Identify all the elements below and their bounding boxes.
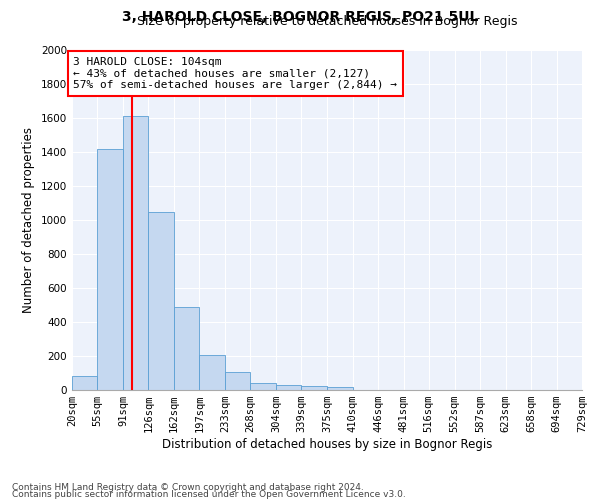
Title: Size of property relative to detached houses in Bognor Regis: Size of property relative to detached ho… bbox=[137, 15, 517, 28]
Text: 3 HAROLD CLOSE: 104sqm
← 43% of detached houses are smaller (2,127)
57% of semi-: 3 HAROLD CLOSE: 104sqm ← 43% of detached… bbox=[73, 57, 397, 90]
Bar bbox=[301, 386, 328, 390]
Bar bbox=[250, 383, 276, 390]
Y-axis label: Number of detached properties: Number of detached properties bbox=[22, 127, 35, 313]
Bar bbox=[72, 376, 97, 390]
X-axis label: Distribution of detached houses by size in Bognor Regis: Distribution of detached houses by size … bbox=[162, 438, 492, 451]
Bar bbox=[123, 116, 148, 390]
Bar bbox=[199, 355, 225, 390]
Bar bbox=[97, 148, 123, 390]
Bar bbox=[328, 387, 353, 390]
Bar bbox=[276, 385, 301, 390]
Text: Contains HM Land Registry data © Crown copyright and database right 2024.: Contains HM Land Registry data © Crown c… bbox=[12, 484, 364, 492]
Text: 3, HAROLD CLOSE, BOGNOR REGIS, PO21 5UL: 3, HAROLD CLOSE, BOGNOR REGIS, PO21 5UL bbox=[122, 10, 478, 24]
Bar bbox=[174, 306, 199, 390]
Text: Contains public sector information licensed under the Open Government Licence v3: Contains public sector information licen… bbox=[12, 490, 406, 499]
Bar bbox=[148, 212, 174, 390]
Bar bbox=[225, 372, 250, 390]
